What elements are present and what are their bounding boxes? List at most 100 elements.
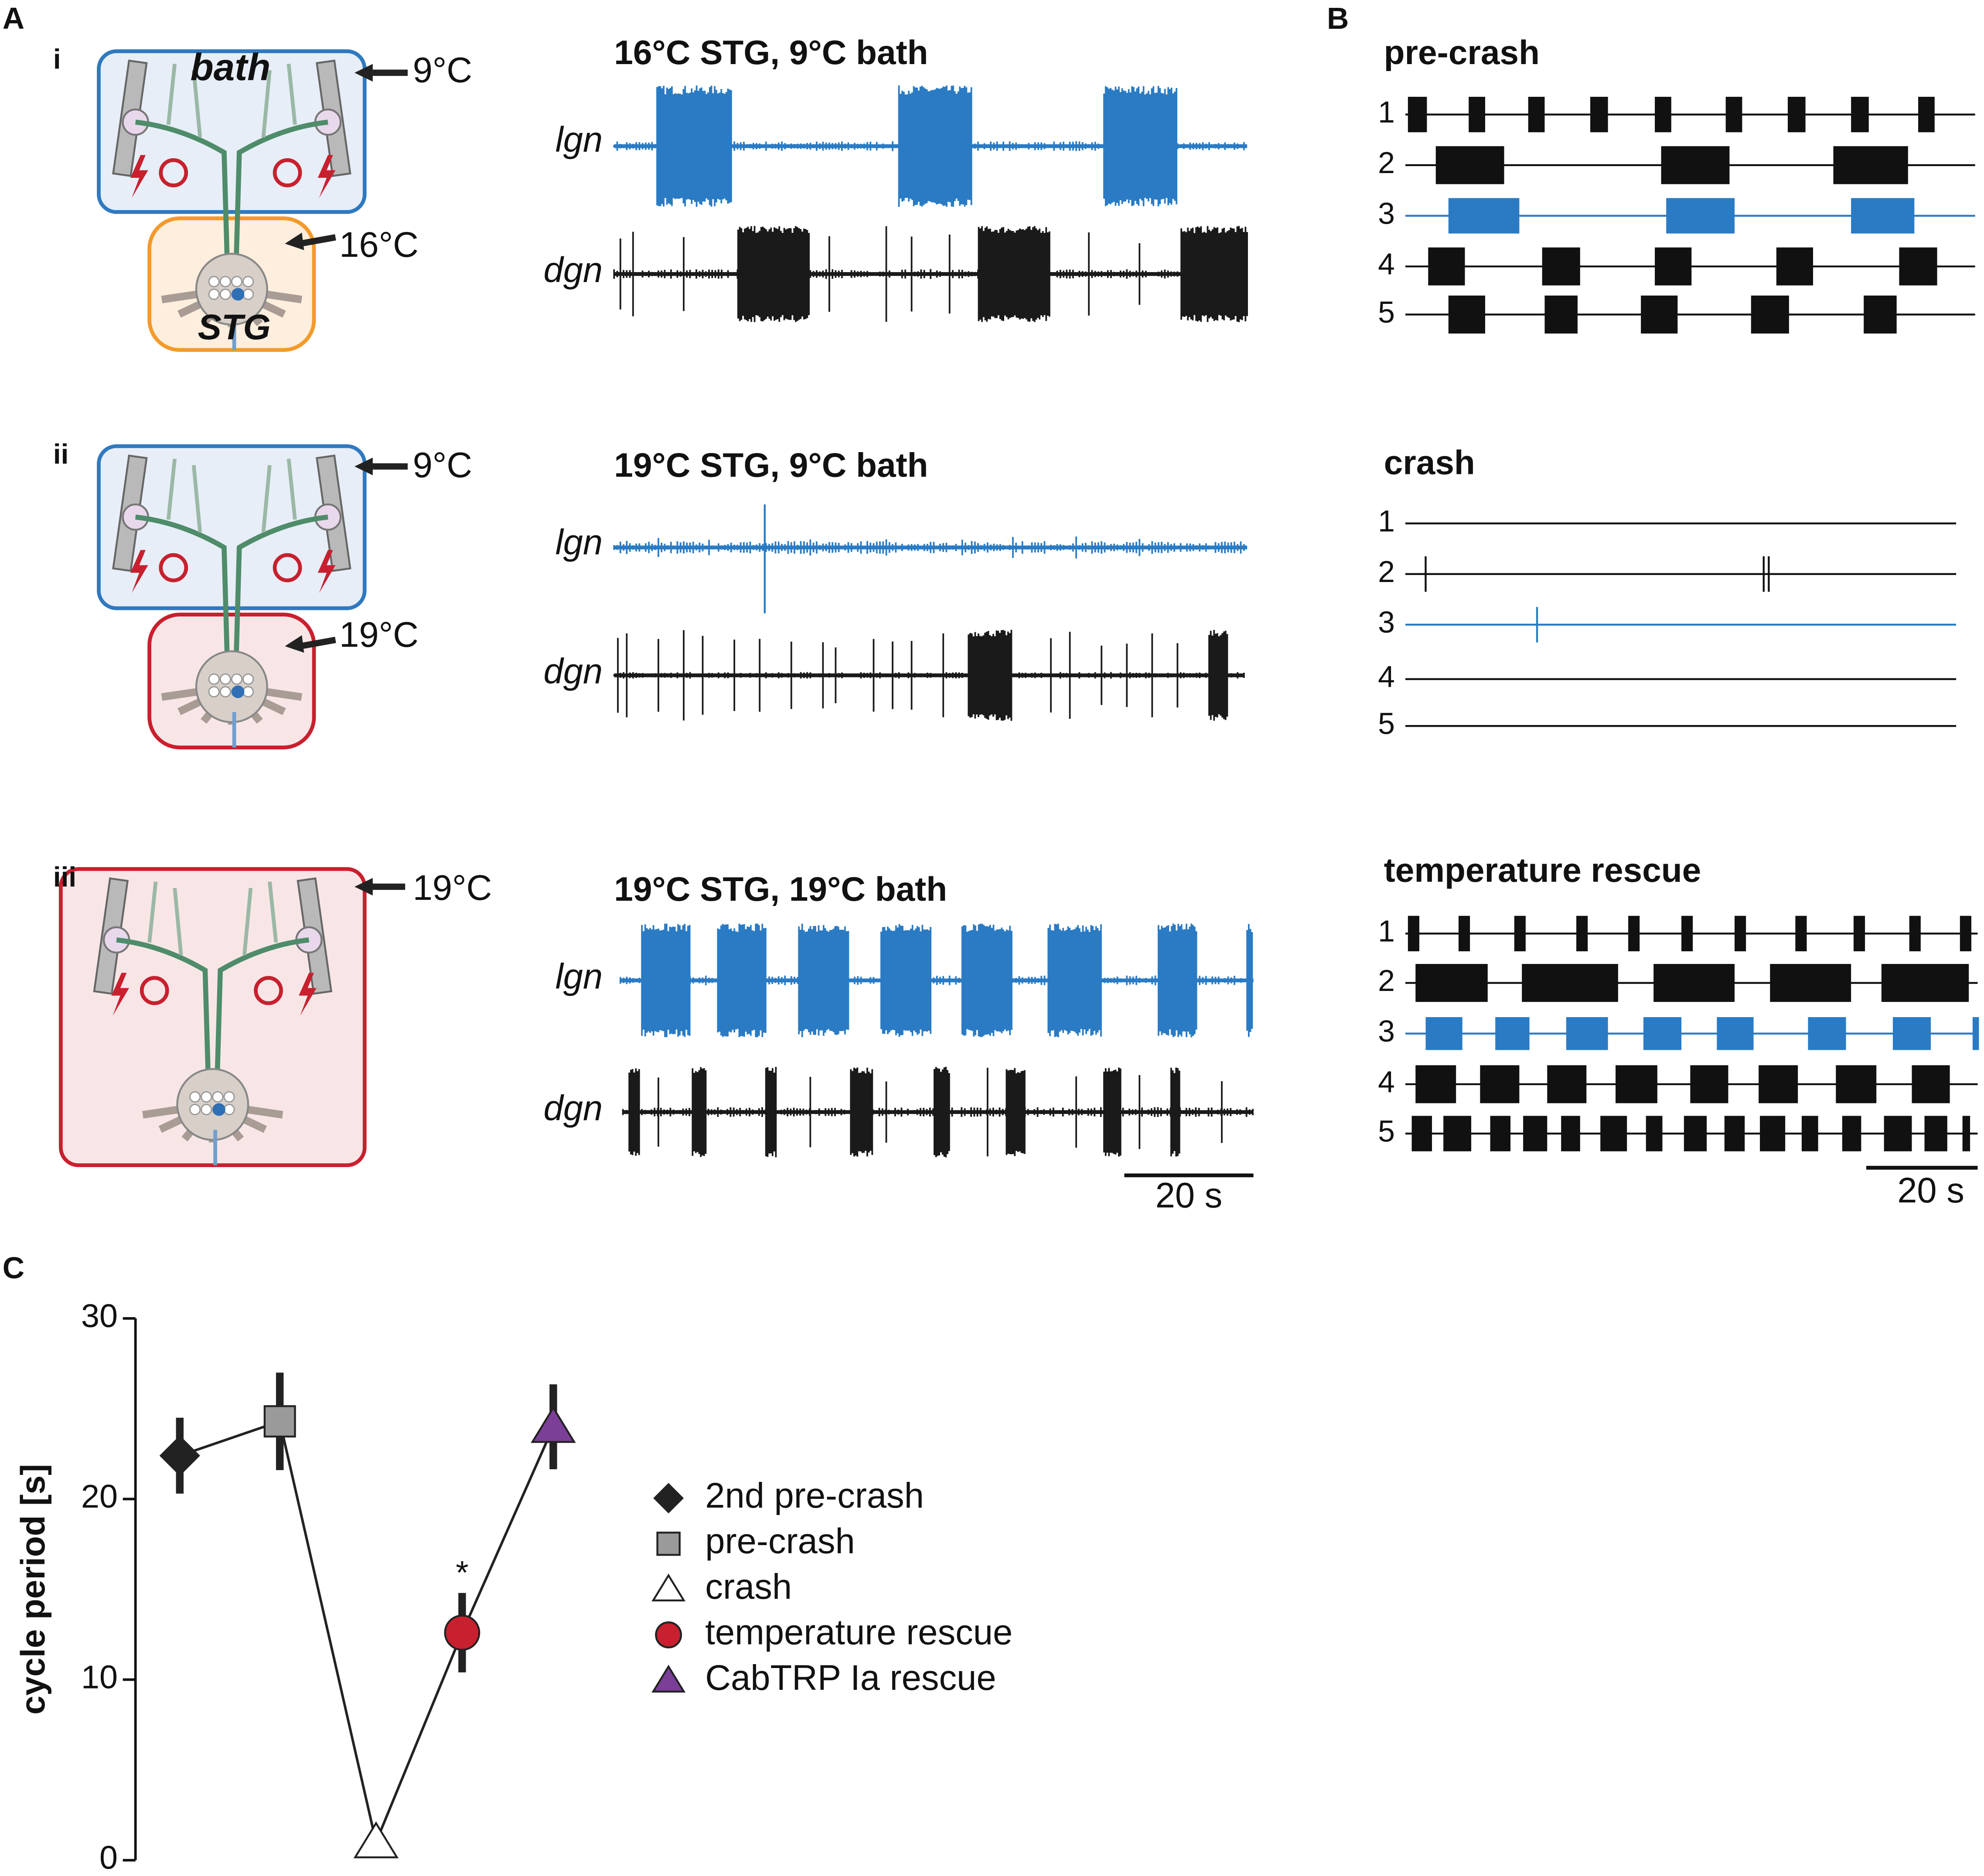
burst <box>1759 1065 1798 1103</box>
burst <box>1851 97 1869 133</box>
cell <box>208 288 220 300</box>
stg-temp: 16°C <box>339 225 419 265</box>
burst <box>1960 916 1971 951</box>
burst <box>1892 1017 1931 1050</box>
stim-site <box>140 976 169 1005</box>
y-tick-label: 0 <box>99 1839 118 1876</box>
row-number: 5 <box>1378 295 1395 329</box>
branch <box>261 459 297 533</box>
cell <box>219 288 231 300</box>
y-tick-label: 30 <box>81 1297 118 1334</box>
burst <box>1751 295 1789 334</box>
burst <box>1469 97 1485 133</box>
scale-label: 20 s <box>1897 1171 1964 1210</box>
y-tick-label: 20 <box>81 1478 118 1515</box>
cell <box>212 1103 225 1116</box>
burst <box>1544 295 1578 334</box>
cell <box>208 673 220 685</box>
cell <box>201 1091 212 1103</box>
burst <box>1918 97 1935 133</box>
burst <box>1653 964 1735 1002</box>
branch <box>166 459 202 533</box>
burst <box>1690 1065 1728 1103</box>
bath-temp: 19°C <box>413 868 492 908</box>
burst <box>1684 1116 1707 1151</box>
ganglion-body <box>176 1068 249 1141</box>
annotation: * <box>456 1554 468 1591</box>
section-title: temperature rescue <box>1384 851 1701 889</box>
burst <box>1547 1065 1587 1103</box>
section-title: crash <box>1384 443 1475 482</box>
burst <box>1490 1116 1511 1151</box>
burst <box>1661 146 1730 184</box>
arrow-head <box>285 232 304 250</box>
burst <box>1415 1065 1456 1103</box>
burst <box>1480 1065 1520 1103</box>
burst <box>1428 247 1465 286</box>
burst <box>1833 146 1908 184</box>
burst <box>1724 1116 1745 1151</box>
marker <box>656 1532 681 1556</box>
cell <box>189 1103 201 1116</box>
burst <box>1655 97 1671 133</box>
burst <box>1655 247 1692 286</box>
marker <box>653 1483 684 1514</box>
branch <box>242 881 278 956</box>
panel-label: A <box>3 1 24 35</box>
legend-label: 2nd pre-crash <box>705 1476 924 1515</box>
marker <box>444 1614 481 1651</box>
burst <box>1443 1116 1472 1151</box>
row-number: 4 <box>1378 1065 1395 1099</box>
sub-label: iii <box>53 861 76 892</box>
legend-label: pre-crash <box>705 1521 855 1561</box>
burst <box>1408 97 1427 133</box>
burst <box>1411 1116 1432 1151</box>
cell <box>242 276 254 288</box>
burst <box>1528 97 1545 133</box>
branch <box>233 119 328 287</box>
branch <box>147 881 183 956</box>
row-number: 2 <box>1378 146 1395 180</box>
row-number: 3 <box>1378 1014 1395 1048</box>
marker <box>263 1405 296 1438</box>
stim-site <box>159 553 188 582</box>
cell <box>242 686 254 698</box>
burst <box>1495 1017 1530 1050</box>
arrow-head <box>355 457 373 476</box>
cell <box>208 686 220 698</box>
burst <box>1566 1017 1608 1050</box>
burst <box>1924 1116 1947 1151</box>
branch <box>135 119 231 287</box>
row-number: 4 <box>1378 660 1395 694</box>
cell <box>242 288 254 300</box>
cell <box>223 1103 235 1116</box>
cell <box>231 276 243 288</box>
cell <box>242 673 254 685</box>
trace-title: 19°C STG, 19°C bath <box>614 870 947 908</box>
burst <box>1542 247 1580 286</box>
burst <box>1717 1017 1754 1050</box>
row-number: 1 <box>1378 914 1395 948</box>
cell <box>219 686 231 698</box>
trace-label: lgn <box>556 120 603 160</box>
burst <box>1801 1116 1818 1151</box>
stg-label: STG <box>198 307 271 347</box>
legend-label: temperature rescue <box>705 1612 1012 1652</box>
marker <box>655 1621 682 1648</box>
cell <box>201 1103 212 1116</box>
bath-temp: 9°C <box>413 445 472 485</box>
y-axis-label: cycle period [s] <box>14 1464 52 1715</box>
marker <box>651 1665 686 1693</box>
arrow-head <box>355 64 373 82</box>
cell <box>231 673 243 685</box>
burst <box>1912 1065 1950 1103</box>
lightning <box>111 973 130 1016</box>
legend-label: CabTRP Ia rescue <box>705 1658 996 1698</box>
marker <box>531 1406 576 1443</box>
burst <box>1616 1065 1657 1103</box>
connecting-line <box>179 1420 555 1846</box>
burst <box>1972 1017 1979 1050</box>
lightning <box>130 550 148 593</box>
burst <box>1590 97 1608 133</box>
